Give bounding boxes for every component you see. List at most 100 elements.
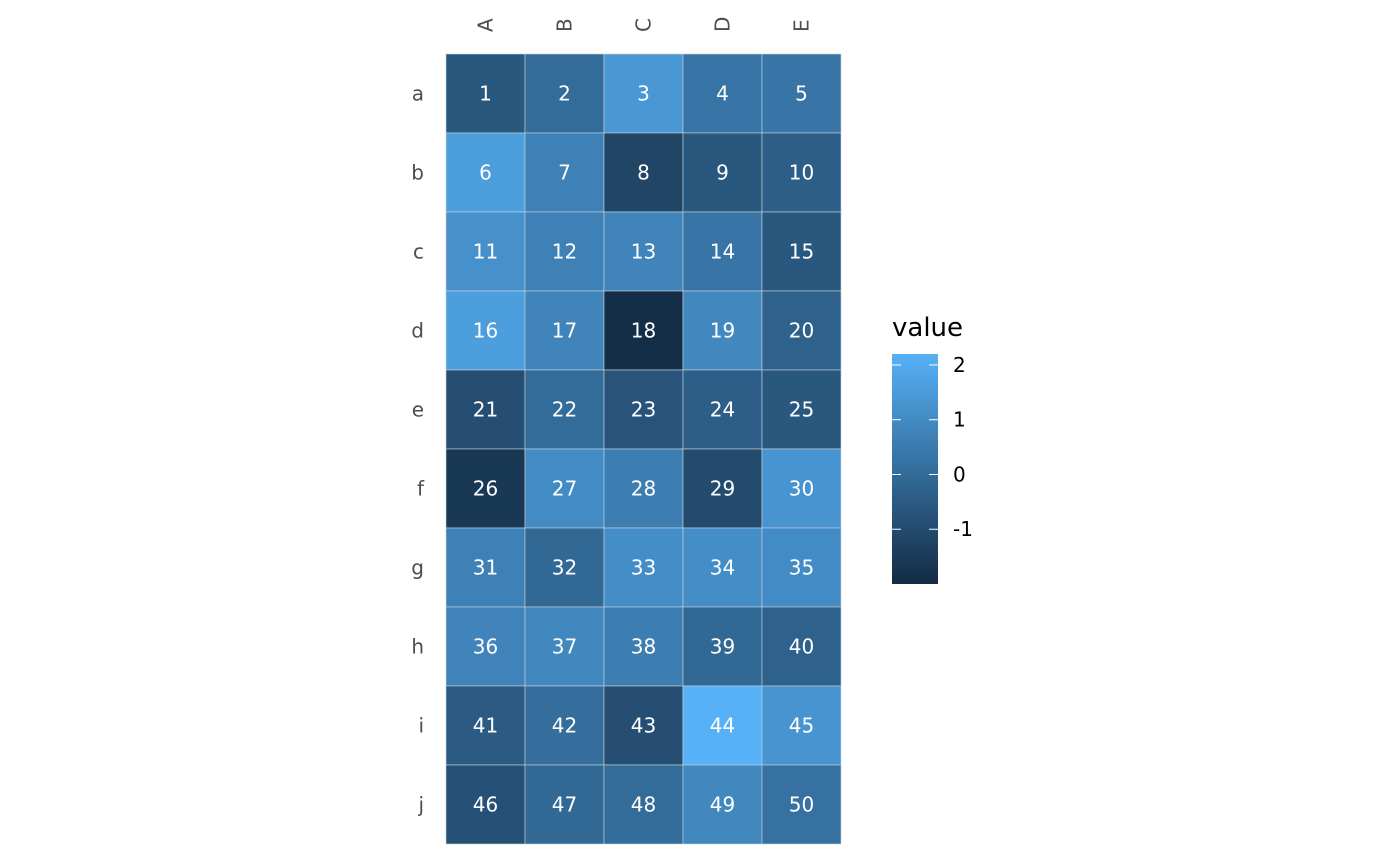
cell-value-label: 6 (479, 161, 492, 185)
legend-title: value (892, 313, 963, 343)
heatmap-cell (603, 448, 684, 529)
cell-value-label: 49 (710, 793, 735, 817)
cell-value-label: 11 (473, 240, 498, 264)
column-label: C (632, 18, 656, 32)
cell-value-label: 34 (710, 556, 735, 580)
heatmap-cell (761, 527, 842, 608)
row-label: f (417, 477, 425, 501)
cell-value-label: 13 (631, 240, 656, 264)
column-labels: A B C D E (474, 17, 814, 32)
heatmap-cell (603, 290, 684, 371)
heatmap-cell (603, 685, 684, 766)
heatmap-cell (524, 606, 605, 687)
heatmap-cell (682, 211, 763, 292)
cell-value-label: 47 (552, 793, 577, 817)
cell-value-label: 29 (710, 477, 735, 501)
cell-value-label: 4 (716, 82, 729, 106)
row-label: e (412, 398, 424, 422)
cell-value-label: 2 (558, 82, 571, 106)
heatmap-cell (682, 764, 763, 845)
cell-value-label: 43 (631, 714, 656, 738)
row-label: d (411, 319, 424, 343)
heatmap-cell (445, 764, 526, 845)
cell-value-label: 16 (473, 319, 498, 343)
cell-value-label: 21 (473, 398, 498, 422)
cell-value-label: 5 (795, 82, 808, 106)
cell-value-label: 1 (479, 82, 492, 106)
legend-tick-label: 0 (953, 462, 966, 486)
column-label: B (553, 18, 577, 32)
heatmap-cell (682, 448, 763, 529)
heatmap-cell (524, 764, 605, 845)
cell-value-label: 15 (789, 240, 814, 264)
row-label: g (411, 556, 424, 580)
column-label: D (711, 17, 735, 32)
heatmap-cell (524, 211, 605, 292)
cell-value-label: 23 (631, 398, 656, 422)
heatmap-cell (603, 369, 684, 450)
heatmap-cell (761, 764, 842, 845)
heatmap-cell (603, 211, 684, 292)
cell-value-label: 39 (710, 635, 735, 659)
cell-value-label: 50 (789, 793, 814, 817)
column-label: A (474, 18, 498, 32)
row-label: h (411, 635, 424, 659)
heatmap-cell (603, 764, 684, 845)
heatmap-cell (445, 290, 526, 371)
row-label: i (418, 714, 424, 738)
cell-value-label: 32 (552, 556, 577, 580)
cell-value-label: 45 (789, 714, 814, 738)
heatmap-cell (761, 448, 842, 529)
cell-value-label: 40 (789, 635, 814, 659)
heatmap-cell (524, 53, 605, 134)
cell-value-label: 3 (637, 82, 650, 106)
row-labels: a b c d e f g h i j (411, 82, 425, 817)
cell-value-label: 20 (789, 319, 814, 343)
heatmap-cell (445, 369, 526, 450)
cell-value-label: 18 (631, 319, 656, 343)
cell-value-label: 46 (473, 793, 498, 817)
cell-value-label: 41 (473, 714, 498, 738)
heatmap-cell (761, 211, 842, 292)
heatmap-cell (603, 132, 684, 213)
heatmap-cell (603, 606, 684, 687)
cell-value-label: 12 (552, 240, 577, 264)
heatmap-cell (445, 527, 526, 608)
row-label: b (411, 161, 424, 185)
color-legend: value 2 1 0 -1 (892, 313, 973, 584)
legend-tick-label: 2 (953, 353, 966, 377)
cell-value-label: 17 (552, 319, 577, 343)
cell-value-label: 25 (789, 398, 814, 422)
heatmap-cell (603, 53, 684, 134)
cell-value-label: 48 (631, 793, 656, 817)
cell-value-label: 33 (631, 556, 656, 580)
legend-tick-label: -1 (953, 517, 973, 541)
legend-color-bar (892, 354, 938, 584)
heatmap-cell (761, 53, 842, 134)
cell-value-label: 35 (789, 556, 814, 580)
cell-value-label: 8 (637, 161, 650, 185)
cell-value-label: 28 (631, 477, 656, 501)
cell-value-label: 38 (631, 635, 656, 659)
cell-value-label: 7 (558, 161, 571, 185)
cell-value-label: 27 (552, 477, 577, 501)
cell-value-label: 26 (473, 477, 498, 501)
row-label: c (413, 240, 424, 264)
heatmap-cell (761, 685, 842, 766)
heatmap-cell (761, 132, 842, 213)
heatmap-cell (761, 369, 842, 450)
cell-value-label: 24 (710, 398, 735, 422)
legend-ticks: 2 1 0 -1 (892, 353, 973, 541)
heatmap-cell (761, 290, 842, 371)
cell-value-label: 37 (552, 635, 577, 659)
heatmap-cell (761, 606, 842, 687)
cell-value-label: 9 (716, 161, 729, 185)
heatmap-cell (682, 606, 763, 687)
heatmap-cell (445, 132, 526, 213)
cell-value-label: 10 (789, 161, 814, 185)
heatmap-cell (524, 369, 605, 450)
cell-value-label: 14 (710, 240, 735, 264)
cell-value-label: 30 (789, 477, 814, 501)
